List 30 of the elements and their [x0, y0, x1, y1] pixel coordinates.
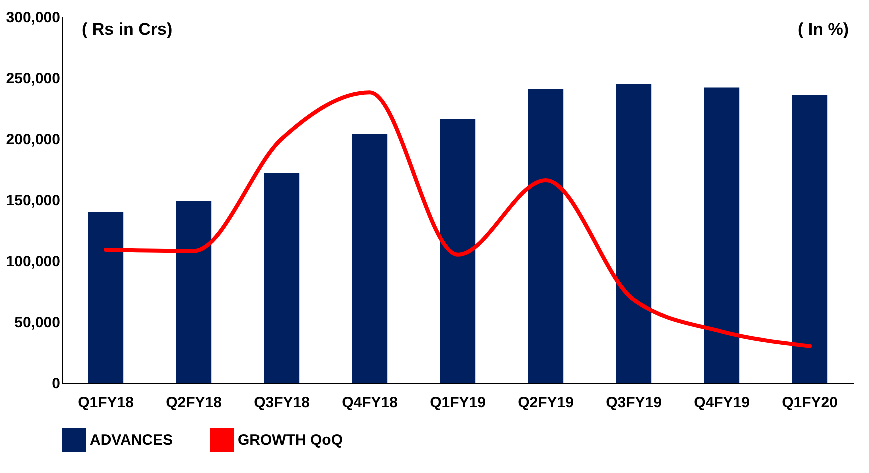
- y-tick-label: 0: [52, 376, 60, 392]
- bar: [704, 88, 740, 383]
- x-tick-label: Q2FY19: [518, 394, 574, 412]
- legend-label: ADVANCES: [90, 432, 174, 449]
- bar: [88, 212, 124, 383]
- x-tick-label: Q3FY18: [254, 394, 310, 412]
- x-tick-label: Q2FY18: [166, 394, 222, 412]
- bar: [792, 95, 828, 383]
- y-tick-label: 300,000: [6, 10, 60, 26]
- y-tick-label: 100,000: [6, 254, 60, 270]
- bar: [352, 134, 388, 383]
- bar: [176, 201, 212, 383]
- bar: [440, 119, 476, 383]
- legend-label: GROWTH QoQ: [238, 432, 344, 449]
- x-tick-label: Q3FY19: [606, 394, 662, 412]
- bar: [528, 88, 564, 383]
- y-tick-label: 50,000: [14, 314, 60, 332]
- x-tick-label: Q1FY18: [78, 394, 134, 412]
- y-tick-label: 150,000: [6, 192, 60, 210]
- x-tick-label: Q4FY19: [694, 394, 750, 412]
- annotation: ( Rs in Crs): [82, 20, 173, 39]
- x-tick-label: Q1FY20: [782, 394, 838, 412]
- x-tick-label: Q4FY18: [342, 394, 398, 412]
- y-tick-label: 200,000: [6, 132, 60, 148]
- bar: [264, 173, 300, 383]
- annotation: ( In %): [798, 20, 849, 39]
- y-tick-label: 250,000: [6, 70, 60, 88]
- bar: [616, 84, 652, 383]
- line-series: [104, 90, 812, 348]
- x-tick-label: Q1FY19: [430, 394, 486, 412]
